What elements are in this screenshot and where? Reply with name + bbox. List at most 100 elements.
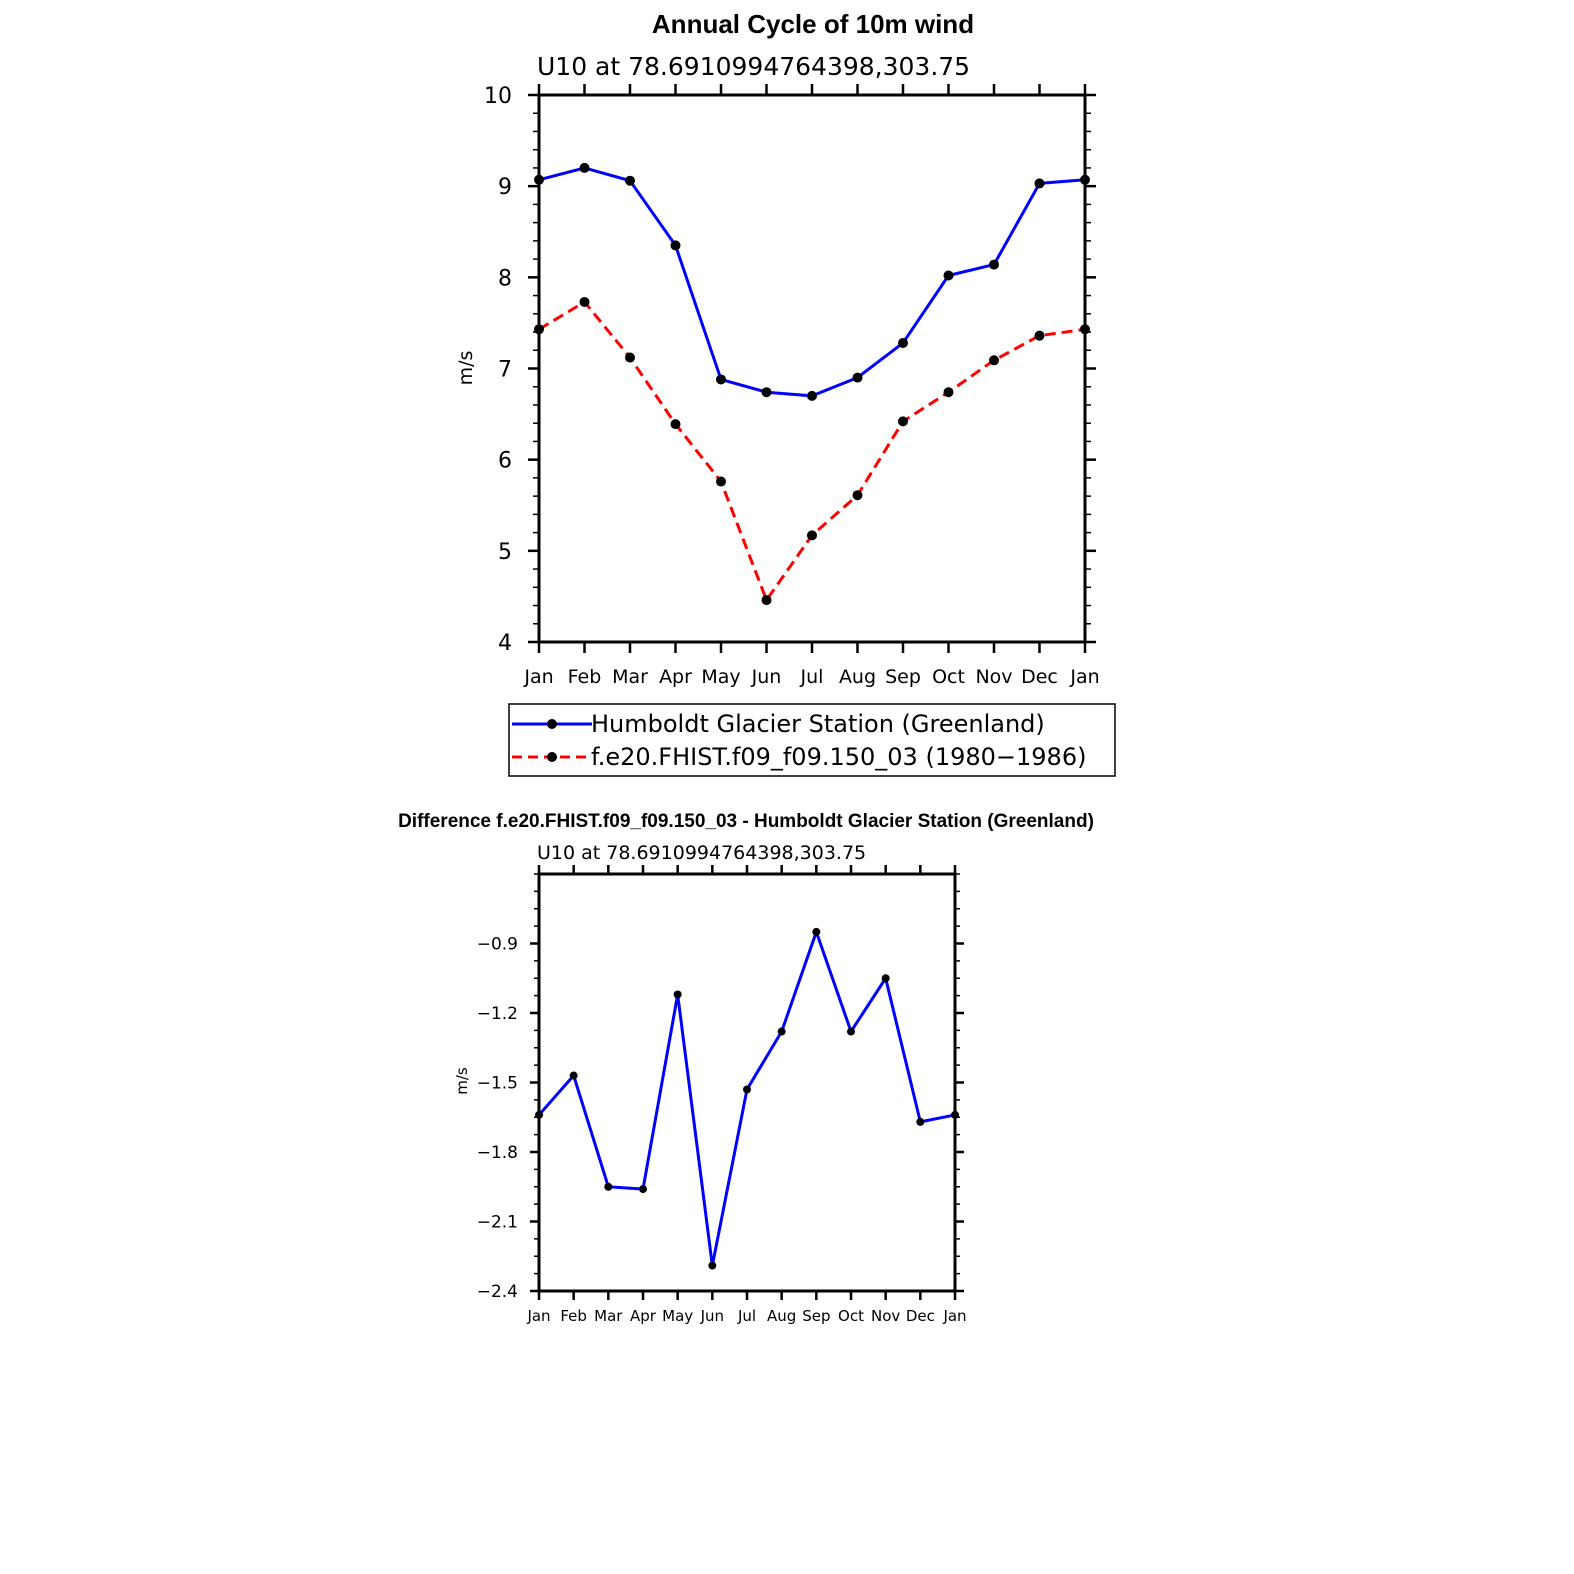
chart2-series-0-point [916, 1117, 925, 1126]
chart1-series-1-point [943, 387, 954, 398]
chart1-xtick-label: Dec [1021, 666, 1058, 688]
legend-label-observed: Humboldt Glacier Station (Greenland) [591, 710, 1045, 738]
chart1-series-1-point [716, 476, 726, 487]
chart2-xtick-label: May [662, 1307, 693, 1325]
chart1-series-1-point [1034, 330, 1045, 341]
chart1-ylabel: m/s [455, 351, 477, 386]
chart1-series-0-point [579, 162, 590, 173]
chart2-series-0-point [673, 990, 682, 999]
chart1-xtick-label: Jul [800, 666, 824, 688]
chart2-xtick-label: Sep [802, 1307, 830, 1325]
chart2-series-0-point [639, 1185, 647, 1194]
chart1-xtick-label: Sep [885, 666, 921, 688]
chart1-series [534, 162, 1090, 606]
chart2-ytick-label: −2.4 [477, 1282, 518, 1302]
chart1-series-1-point [1080, 324, 1090, 335]
chart2-xtick-label: Apr [630, 1307, 657, 1325]
chart2-xtick-label: Jan [942, 1307, 966, 1325]
annual-cycle-chart: Annual Cycle of 10m wind U10 at 78.69109… [455, 9, 1116, 777]
chart1-xtick-label: Jan [1069, 666, 1099, 688]
chart1-series-1-point [670, 419, 681, 430]
chart1-tick-labels: Jan Feb Mar Apr May Jun Jul Aug Sep Oct Nov Dec Jan 4… [484, 84, 1100, 688]
chart1-xtick-label: Oct [932, 666, 965, 688]
chart2-series-0-point [569, 1071, 578, 1080]
chart1-series-1-point [807, 530, 817, 541]
chart2-series-0-point [708, 1261, 717, 1270]
chart1-series-1-point [852, 490, 863, 501]
chart1-ytick-label: 9 [498, 175, 512, 200]
legend-label-model: f.e20.FHIST.f09_f09.150_03 (1980−1986) [591, 743, 1086, 771]
chart2-ticks [530, 865, 964, 1300]
chart2-xtick-label: Mar [594, 1307, 623, 1325]
chart2-tick-labels: Jan Feb Mar Apr May Jun Jul Aug Sep Oct Nov Dec Jan−… [477, 935, 967, 1325]
chart2-plot-frame [537, 872, 957, 1293]
chart2-xtick-label: Dec [906, 1307, 935, 1325]
chart1-title: Annual Cycle of 10m wind [652, 9, 974, 39]
chart1-ytick-label: 5 [498, 540, 512, 565]
chart1-xtick-label: Aug [839, 666, 876, 688]
chart1-series-0-point [852, 372, 863, 383]
chart1-series-0-point [625, 175, 635, 186]
chart2-series-0-point [743, 1085, 751, 1094]
chart1-series-1-point [534, 324, 544, 335]
chart1-subtitle: U10 at 78.6910994764398,303.75 [537, 52, 970, 81]
chart2-series-0-line [537, 930, 956, 1268]
chart1-series-0-point [1034, 178, 1045, 189]
chart2-series-0-point [847, 1027, 855, 1036]
chart1-xtick-label: May [701, 666, 740, 688]
chart2-series-0-point [535, 1110, 543, 1119]
chart1-xtick-label: Feb [568, 666, 602, 688]
chart1-xtick-label: Mar [612, 666, 648, 688]
chart2-ytick-label: −1.2 [477, 1004, 518, 1024]
chart2-ytick-label: −1.5 [477, 1074, 518, 1094]
chart2-series-0-point [881, 974, 890, 983]
chart1-series-1-point [625, 352, 635, 363]
chart1-series-1-line [538, 300, 1086, 602]
chart1-series-0-point [989, 259, 999, 270]
chart1-ytick-label: 8 [498, 266, 512, 291]
chart1-series-1-point [989, 355, 999, 366]
chart1-series-0-point [670, 240, 681, 251]
chart1-series-1-point [761, 595, 772, 606]
chart1-ytick-label: 6 [498, 449, 512, 474]
chart1-series-0-point [534, 174, 544, 185]
chart2-series-0-point [604, 1182, 613, 1191]
chart1-xtick-label: Nov [975, 666, 1012, 688]
chart2-xtick-label: Jan [526, 1307, 550, 1325]
chart1-series-0-point [898, 337, 908, 348]
chart1-series-0-point [1080, 174, 1090, 185]
chart2-xtick-label: Nov [871, 1307, 900, 1325]
chart1-series-0-point [943, 270, 954, 281]
legend-entry-observed: Humboldt Glacier Station (Greenland) [512, 710, 1045, 738]
difference-chart: Difference f.e20.FHIST.f09_f09.150_03 - … [398, 811, 1094, 1325]
chart1-ytick-label: 4 [498, 631, 512, 656]
chart1-ticks [528, 84, 1096, 653]
chart1-series-0-point [716, 374, 726, 385]
chart2-ytick-label: −1.8 [477, 1143, 518, 1163]
chart2-xtick-label: Aug [767, 1307, 796, 1325]
legend-box [508, 703, 1116, 777]
chart1-xtick-label: Jan [523, 666, 553, 688]
chart2-ytick-label: −0.9 [477, 935, 518, 955]
chart1-series-0-point [761, 387, 772, 398]
legend-entry-model: f.e20.FHIST.f09_f09.150_03 (1980−1986) [512, 743, 1086, 771]
chart1-ytick-label: 7 [498, 357, 512, 382]
chart2-series [535, 927, 959, 1270]
chart2-series-0-point [777, 1027, 786, 1036]
legend-marker-observed [547, 719, 557, 729]
chart1-series-0-point [807, 390, 817, 401]
chart2-series-0-point [951, 1110, 959, 1119]
chart1-legend: Humboldt Glacier Station (Greenland) f.e… [508, 703, 1116, 777]
chart2-title: Difference f.e20.FHIST.f09_f09.150_03 - … [398, 811, 1094, 832]
chart2-series-0-point [812, 927, 821, 936]
chart1-xtick-label: Apr [659, 666, 692, 688]
legend-marker-model [547, 752, 557, 762]
chart1-ytick-label: 10 [484, 84, 512, 109]
chart1-series-0-line [538, 166, 1086, 398]
chart2-ytick-label: −2.1 [477, 1213, 518, 1233]
chart2-subtitle: U10 at 78.6910994764398,303.75 [537, 842, 866, 864]
chart1-xtick-label: Jun [751, 666, 782, 688]
chart1-series-1-point [579, 296, 590, 307]
chart2-xtick-label: Jun [700, 1307, 724, 1325]
